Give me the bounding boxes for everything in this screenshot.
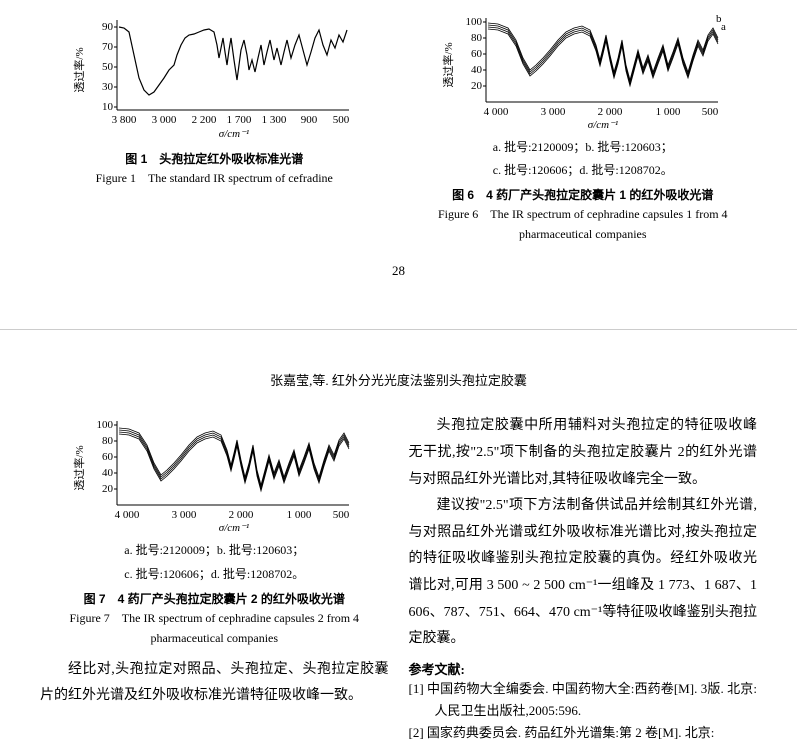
svg-text:80: 80 [471,32,483,44]
svg-text:60: 60 [102,451,114,463]
figure-7-caption-en-1: Figure 7 The IR spectrum of cephradine c… [40,609,389,627]
top-columns: 透过率/% 90 70 50 30 10 3 800 3 [40,10,757,253]
page2-right-column: 头孢拉定胶囊中所用辅料对头孢拉定的特征吸收峰无干扰,按"2.5"项下制备的头孢拉… [409,413,758,744]
svg-text:2 200: 2 200 [192,114,217,126]
svg-text:1 000: 1 000 [655,106,680,118]
svg-text:3 800: 3 800 [112,114,137,126]
svg-text:σ/cm⁻¹: σ/cm⁻¹ [219,522,249,533]
svg-text:60: 60 [471,48,483,60]
running-header: 张嘉莹,等. 红外分光光度法鉴别头孢拉定胶囊 [40,370,757,393]
page-2: 张嘉莹,等. 红外分光光度法鉴别头孢拉定胶囊 透过率/% 100 80 60 4… [0,360,797,754]
figure-1-block: 透过率/% 90 70 50 30 10 3 800 3 [40,10,389,187]
svg-text:500: 500 [333,114,350,126]
svg-text:σ/cm⁻¹: σ/cm⁻¹ [588,119,618,130]
left-column: 透过率/% 90 70 50 30 10 3 800 3 [40,10,389,253]
figure-6-caption-cn: 图 6 4 药厂产头孢拉定胶囊片 1 的红外吸收光谱 [409,186,758,203]
page-number: 28 [40,263,757,279]
svg-text:3 000: 3 000 [540,106,565,118]
reference-1: [1] 中国药物大全编委会. 中国药物大全:西药卷[M]. 3版. 北京:人民卫… [409,678,758,722]
figure-6-subcaption-2: c. 批号:120606；d. 批号:1208702。 [409,161,758,180]
svg-text:1 300: 1 300 [262,114,287,126]
svg-text:透过率/%: 透过率/% [72,47,86,92]
figure-7-caption-cn: 图 7 4 药厂产头孢拉定胶囊片 2 的红外吸收光谱 [40,590,389,607]
svg-text:2 000: 2 000 [597,106,622,118]
svg-text:4 000: 4 000 [115,509,140,521]
svg-text:500: 500 [702,106,719,118]
svg-text:90: 90 [102,21,114,33]
svg-text:100: 100 [97,419,114,431]
svg-text:900: 900 [301,114,318,126]
figure-6-caption-en-2: pharmaceutical companies [409,225,758,243]
figure-6-caption-en-1: Figure 6 The IR spectrum of cephradine c… [409,205,758,223]
svg-text:40: 40 [102,467,114,479]
paragraph-3: 建议按"2.5"项下方法制备供试品并绘制其红外光谱,与对照品红外光谱或红外吸收标… [409,493,758,653]
svg-text:4 000: 4 000 [483,106,508,118]
svg-text:20: 20 [102,483,114,495]
svg-text:50: 50 [102,61,114,73]
references-header: 参考文献: [409,659,758,678]
svg-text:3 000: 3 000 [172,509,197,521]
figure-1-chart: 透过率/% 90 70 50 30 10 3 800 3 [69,10,359,140]
svg-text:500: 500 [333,509,350,521]
svg-text:100: 100 [465,16,482,28]
reference-2: [2] 国家药典委员会. 药品红外光谱集:第 2 卷[M]. 北京: [409,722,758,744]
svg-text:80: 80 [102,435,114,447]
figure-7-subcaption-2: c. 批号:120606；d. 批号:1208702。 [40,565,389,584]
right-column: 透过率/% 100 80 60 40 20 4 000 3 000 2 000 [409,10,758,253]
svg-text:1 700: 1 700 [227,114,252,126]
svg-text:σ/cm⁻¹: σ/cm⁻¹ [219,128,249,140]
figure-1-caption-en: Figure 1 The standard IR spectrum of cef… [40,169,389,187]
svg-text:2 000: 2 000 [229,509,254,521]
figure-6-chart: 透过率/% 100 80 60 40 20 4 000 3 000 2 000 [438,10,728,130]
figure-6-subcaption-1: a. 批号:2120009；b. 批号:120603； [409,138,758,157]
svg-text:40: 40 [471,64,483,76]
figure-6-block: 透过率/% 100 80 60 40 20 4 000 3 000 2 000 [409,10,758,243]
svg-text:a: a [721,21,726,33]
page2-left-column: 透过率/% 100 80 60 40 20 4 000 3 000 2 000 [40,413,389,744]
svg-text:70: 70 [102,41,114,53]
page-break [0,329,797,330]
figure-7-subcaption-1: a. 批号:2120009；b. 批号:120603； [40,541,389,560]
page2-columns: 透过率/% 100 80 60 40 20 4 000 3 000 2 000 [40,413,757,744]
svg-text:透过率/%: 透过率/% [72,446,86,491]
svg-text:20: 20 [471,80,483,92]
figure-7-caption-en-2: pharmaceutical companies [40,629,389,647]
paragraph-2: 头孢拉定胶囊中所用辅料对头孢拉定的特征吸收峰无干扰,按"2.5"项下制备的头孢拉… [409,413,758,493]
figure-7-block: 透过率/% 100 80 60 40 20 4 000 3 000 2 000 [40,413,389,646]
paragraph-1: 经比对,头孢拉定对照品、头孢拉定、头孢拉定胶囊片的红外光谱及红外吸收标准光谱特征… [40,657,389,710]
svg-text:30: 30 [102,81,114,93]
svg-text:透过率/%: 透过率/% [441,42,455,87]
svg-text:1 000: 1 000 [287,509,312,521]
svg-text:3 000: 3 000 [152,114,177,126]
figure-1-caption-cn: 图 1 头孢拉定红外吸收标准光谱 [40,150,389,167]
page-1: 透过率/% 90 70 50 30 10 3 800 3 [0,0,797,289]
figure-7-chart: 透过率/% 100 80 60 40 20 4 000 3 000 2 000 [69,413,359,533]
svg-text:10: 10 [102,101,114,113]
